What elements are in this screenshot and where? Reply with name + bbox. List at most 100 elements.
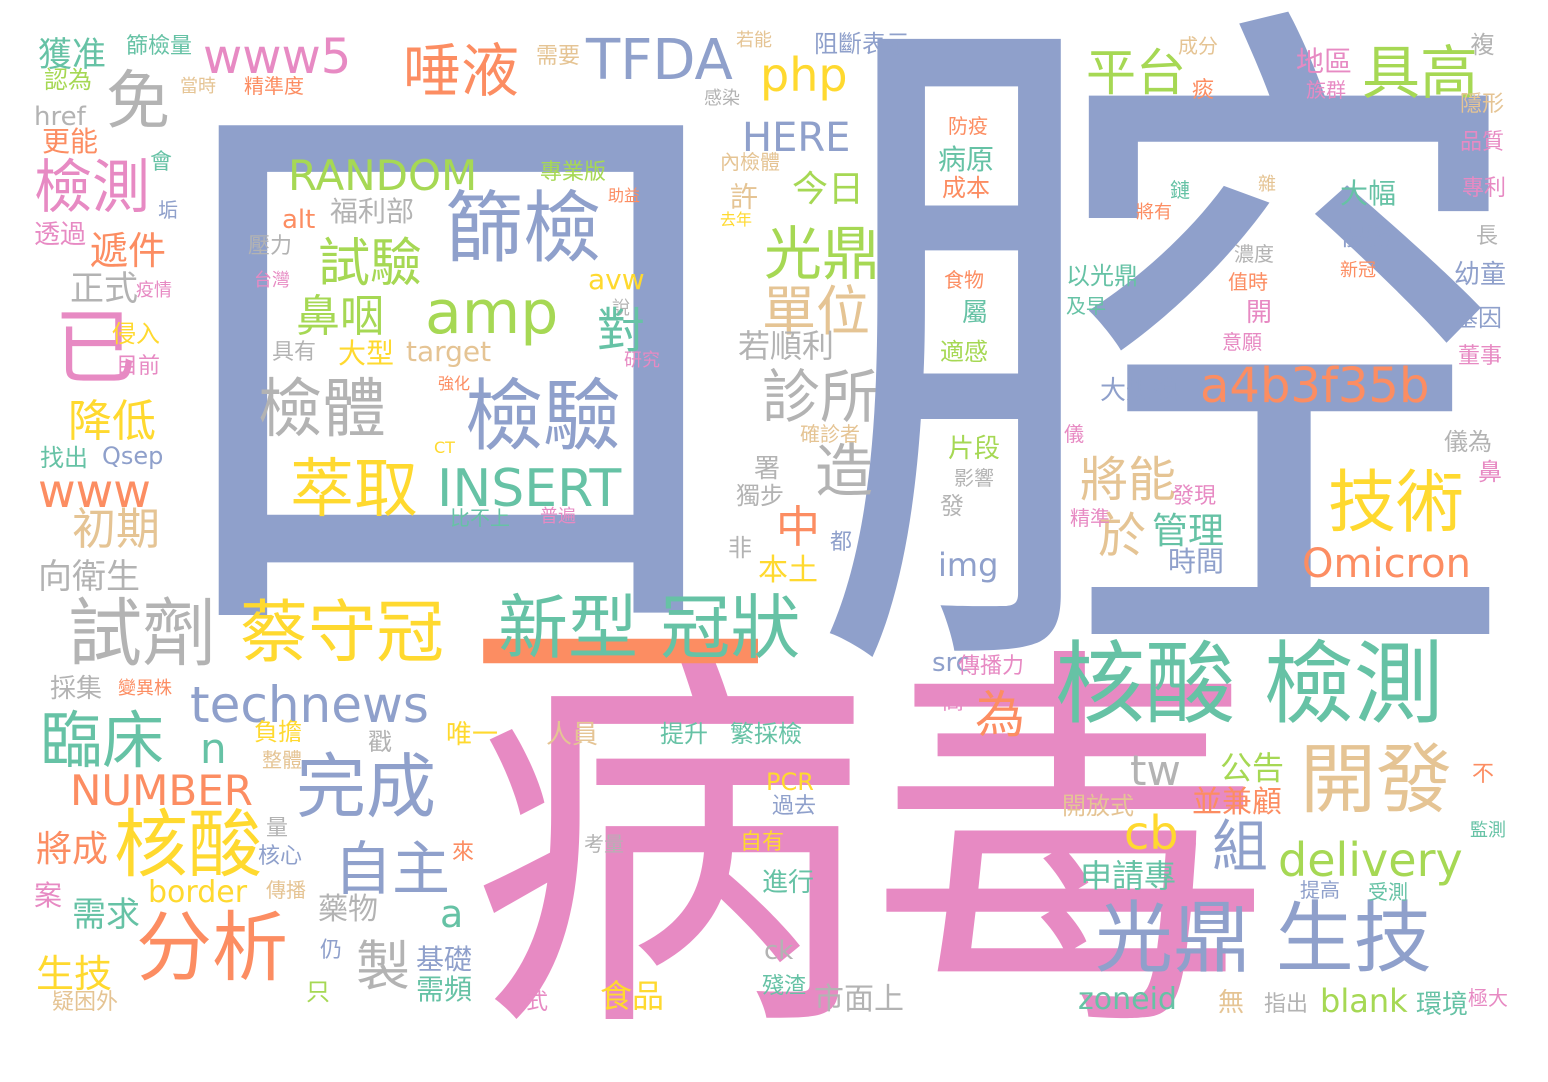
word-item: 儀為 [1444,428,1492,456]
word-item: 進行 [762,868,815,898]
word-item: 組 [1212,815,1268,880]
word-item: 檢體 [258,373,386,447]
word-item: 不 [1472,762,1495,787]
word-item: 當時 [180,76,216,97]
word-item: cb [1124,806,1179,860]
word-item: 並兼顧 [1192,785,1282,820]
word-item: 助益 [608,186,641,205]
word-item: CT [434,438,455,457]
word-item: 發現 [1172,484,1217,509]
word-item: 精準度 [244,74,304,98]
word-item: 核酸 檢測 [1055,632,1444,737]
word-item: 製 [356,935,410,998]
word-item: 平台 [1086,44,1186,102]
word-item: 將成 [36,829,109,870]
word-item: 完成 [296,746,436,828]
word-item: 為 [975,686,1025,744]
word-item: 光鼎 生技 [1095,894,1432,984]
word-item: 成本 [942,174,990,202]
word-item: 複 [1466,32,1494,56]
word-item: 環境 [1416,990,1469,1020]
word-item: 殘渣 [762,974,807,999]
word-item: amp [425,278,559,348]
word-item: zoneid [1078,982,1177,1017]
word-item: 新型 冠狀 [498,587,801,669]
word-item: 病毒 [470,617,1270,1082]
word-item: 將有 [1136,202,1172,223]
word-item: 一 [470,490,770,839]
word-item: INSERT [437,459,622,519]
word-item: avw [588,263,645,296]
word-item: 人員 [546,720,599,750]
word-item: 適感 [940,338,988,366]
word-item: 成分 [1178,34,1218,58]
word-item: 發 [940,492,964,520]
word-item: 變異株 [118,678,172,699]
word-item: 感染 [704,88,740,109]
word-item: 診所 [762,363,879,431]
word-item: 採集 [50,674,103,704]
word-item: 族群 [1306,78,1346,102]
word-item: 基礎 [416,943,473,976]
word-item: 認為 [44,66,92,94]
word-item: 無 [1218,988,1245,1018]
word-item: 食物 [944,268,984,292]
word-item: 於 [1098,508,1147,564]
word-item: 獨步 [736,482,784,510]
word-item: 雜 [1258,174,1276,195]
word-item: 需要 [536,44,581,69]
word-item: 開發 [1300,735,1452,824]
word-item: www5 [203,29,352,85]
word-item: 具高 [1362,39,1479,107]
word-item: 優勢 [1340,222,1393,252]
word-item: 高 [942,690,965,715]
word-item: 蔡守冠 [240,594,445,673]
word-item: 開放式 [1062,792,1134,820]
word-item: 受測 [1368,880,1408,904]
word-item: 食品 [600,977,665,1015]
word-item: 公告 [1220,749,1285,787]
word-item: Omicron [1302,541,1471,587]
word-item: 考量 [584,832,624,856]
word-item: PCR [766,768,814,796]
word-item: 獲准 [38,35,106,75]
word-item: delivery [1278,833,1463,887]
word-item: 幼童 [1454,260,1507,290]
word-item: 強化 [438,374,471,393]
word-item: 疫情 [136,280,172,301]
word-item: 本土 [758,553,818,588]
word-item: 只 [306,978,330,1006]
word-item: blank [1320,982,1408,1020]
word-item: target [406,335,492,368]
word-item: 普遍 [540,506,576,527]
word-item: 免 [106,65,170,139]
word-item: 去年 [720,210,753,229]
word-item: 大幅 [1340,177,1397,210]
word-item: 壓力 [248,234,293,259]
word-item: 篩檢 [445,184,602,274]
word-item: 意願 [1222,330,1262,354]
word-item: 許 [726,182,759,210]
word-item: 監測 [1470,820,1506,841]
word-item: 痰 [1192,78,1215,103]
word-item: 中 [776,502,820,553]
word-item: href [34,102,86,132]
word-item: 自有 [740,830,785,855]
word-item: 內檢體 [720,150,780,174]
word-item: 疑困外 [52,990,119,1015]
word-item: NUMBER [70,766,253,815]
word-item: 新冠 [1340,260,1376,281]
word-item: 目前 [116,354,161,379]
word-item: 初期 [72,504,160,555]
word-item: tw [1130,746,1181,795]
word-item: src [932,648,970,678]
word-item: 仍 [320,938,343,963]
word-item: php [760,48,848,102]
word-item: border [148,875,248,910]
word-item: 正式 [70,269,138,309]
word-item: 更能 [42,125,99,158]
word-item: 提升 [660,720,708,748]
word-item: 提高 [1300,878,1340,902]
word-item: 防疫 [948,114,988,138]
word-item: 濃度 [1234,242,1274,266]
